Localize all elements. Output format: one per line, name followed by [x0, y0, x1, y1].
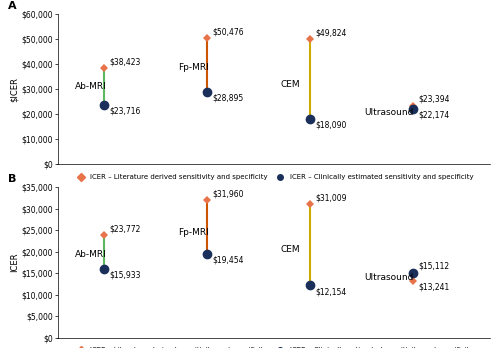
Text: $49,824: $49,824 [315, 29, 346, 38]
Text: $12,154: $12,154 [315, 287, 346, 296]
Text: $23,772: $23,772 [109, 224, 140, 234]
Text: $19,454: $19,454 [212, 256, 244, 265]
Text: $22,174: $22,174 [418, 111, 449, 120]
Text: $18,090: $18,090 [315, 121, 346, 130]
Text: $15,112: $15,112 [418, 262, 449, 271]
Text: $31,009: $31,009 [315, 193, 346, 203]
Text: Ab-MRI: Ab-MRI [75, 251, 107, 260]
Text: $38,423: $38,423 [109, 57, 140, 66]
Text: B: B [8, 174, 16, 184]
Text: $28,895: $28,895 [212, 94, 243, 103]
Text: Fp-MRI: Fp-MRI [178, 63, 208, 72]
Text: A: A [8, 1, 16, 11]
Legend: ICER – Literature derived sensitivity and specificity, ICER – Clinically estimat: ICER – Literature derived sensitivity an… [74, 347, 473, 348]
Text: $50,476: $50,476 [212, 27, 244, 36]
Text: Fp-MRI: Fp-MRI [178, 228, 208, 237]
Text: $31,960: $31,960 [212, 189, 244, 198]
Y-axis label: ICER: ICER [10, 253, 19, 272]
Text: $13,241: $13,241 [418, 283, 449, 291]
Text: CEM: CEM [281, 80, 300, 89]
Legend: ICER – Literature derived sensitivity and specificity, ICER – Clinically estimat: ICER – Literature derived sensitivity an… [74, 174, 473, 180]
Y-axis label: $ICER: $ICER [10, 77, 19, 102]
Text: Ultrasound: Ultrasound [364, 108, 414, 117]
Text: Ab-MRI: Ab-MRI [75, 82, 107, 91]
Text: $15,933: $15,933 [109, 271, 140, 280]
Text: $23,716: $23,716 [109, 107, 140, 116]
Text: $23,394: $23,394 [418, 95, 450, 104]
Text: Ultrasound: Ultrasound [364, 273, 414, 282]
Text: CEM: CEM [281, 245, 300, 254]
